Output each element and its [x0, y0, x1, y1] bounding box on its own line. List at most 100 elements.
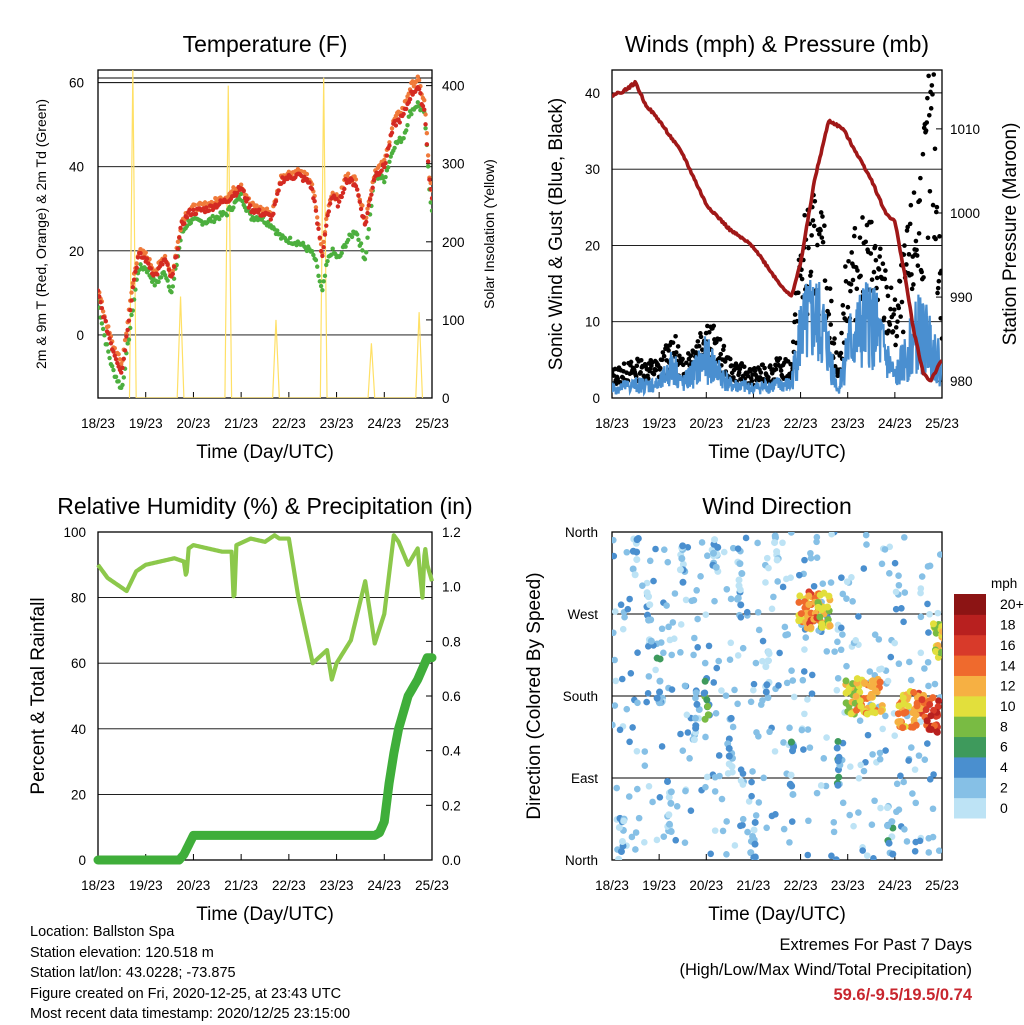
data-point: [324, 216, 329, 222]
data-point: [907, 221, 913, 227]
data-point: [735, 576, 743, 584]
data-point: [407, 97, 413, 102]
data-point: [765, 650, 773, 658]
data-point: [790, 693, 798, 701]
data-point: [932, 629, 940, 637]
data-point: [925, 95, 930, 101]
x-tick-label: 19/23: [129, 416, 163, 431]
data-point: [892, 588, 900, 596]
data-point: [915, 263, 921, 268]
data-point: [936, 551, 942, 558]
y-right-tick-label: 0.4: [442, 744, 461, 759]
data-point: [727, 639, 735, 647]
data-point: [681, 839, 689, 846]
data-point: [752, 812, 760, 819]
colorbar-label: 4: [1000, 759, 1008, 775]
data-point: [887, 653, 895, 661]
data-point: [326, 209, 332, 214]
data-point: [235, 190, 240, 196]
x-axis-label: Time (Day/UTC): [708, 904, 846, 925]
data-point: [712, 563, 720, 571]
data-point: [805, 817, 812, 825]
data-point: [638, 370, 643, 375]
data-point: [126, 337, 132, 342]
data-point: [848, 573, 855, 581]
data-point: [416, 77, 422, 83]
data-point: [682, 596, 690, 604]
data-point: [316, 226, 321, 231]
data-point: [868, 702, 876, 710]
panel-2: Relative Humidity (%) & Precipitation (i…: [28, 493, 473, 925]
y-axis-label: Direction (Colored By Speed): [524, 572, 545, 819]
data-point: [802, 634, 810, 641]
x-tick-label: 18/23: [81, 878, 115, 893]
data-point: [893, 780, 901, 788]
data-point: [763, 681, 771, 689]
data-point: [178, 225, 183, 231]
data-point: [888, 306, 893, 312]
y-tick-label: East: [571, 771, 598, 786]
data-point: [710, 679, 718, 686]
data-point: [734, 545, 742, 552]
data-point: [771, 748, 779, 755]
data-point: [658, 625, 666, 633]
x-tick-label: 19/23: [642, 416, 676, 431]
y-right-tick-label: 1.2: [442, 525, 461, 540]
data-point: [325, 213, 330, 218]
data-point: [739, 770, 747, 777]
data-point: [783, 679, 791, 687]
temp-2m-series: [98, 84, 432, 375]
chart-title: Winds (mph) & Pressure (mb): [625, 31, 929, 57]
x-tick-label: 21/23: [737, 878, 771, 893]
data-point: [370, 185, 375, 190]
data-point: [175, 239, 181, 244]
data-point: [855, 809, 862, 816]
data-point: [615, 824, 623, 832]
data-point: [839, 330, 844, 336]
data-point: [815, 242, 820, 248]
data-point: [771, 524, 778, 531]
data-point: [193, 211, 199, 217]
data-point: [852, 225, 858, 231]
data-point: [841, 311, 846, 316]
data-point: [643, 698, 650, 706]
data-point: [256, 207, 262, 212]
data-point: [360, 203, 365, 208]
y-tick-label: 40: [585, 86, 600, 101]
data-point: [757, 701, 765, 708]
x-tick-label: 24/23: [878, 416, 912, 431]
y-right-tick-label: 1.0: [442, 580, 461, 595]
data-point: [641, 748, 649, 755]
data-point: [726, 656, 734, 664]
data-point: [135, 255, 141, 260]
data-point: [847, 710, 855, 718]
data-point: [775, 520, 782, 527]
data-point: [907, 676, 915, 684]
data-point: [891, 732, 899, 739]
data-point: [612, 702, 619, 709]
data-point: [217, 216, 222, 222]
data-point: [725, 752, 733, 760]
data-point: [900, 778, 907, 786]
station-pressure-line: [612, 79, 942, 383]
chart-title: Relative Humidity (%) & Precipitation (i…: [57, 493, 472, 519]
x-tick-label: 18/23: [595, 878, 629, 893]
data-point: [324, 223, 329, 228]
sonic-wind-series: [612, 279, 942, 398]
data-point: [931, 680, 939, 688]
data-point: [389, 126, 395, 131]
data-point: [422, 98, 427, 103]
data-point: [684, 543, 692, 551]
data-point: [206, 208, 212, 213]
data-point: [367, 197, 373, 202]
data-point: [188, 220, 194, 226]
data-point: [893, 325, 899, 330]
data-point: [924, 563, 932, 570]
data-point: [379, 168, 384, 173]
data-point: [734, 652, 742, 659]
data-point: [812, 199, 818, 204]
data-point: [900, 534, 908, 541]
data-point: [177, 235, 182, 240]
colorbar-label: 12: [1000, 678, 1016, 694]
data-point: [787, 771, 795, 779]
